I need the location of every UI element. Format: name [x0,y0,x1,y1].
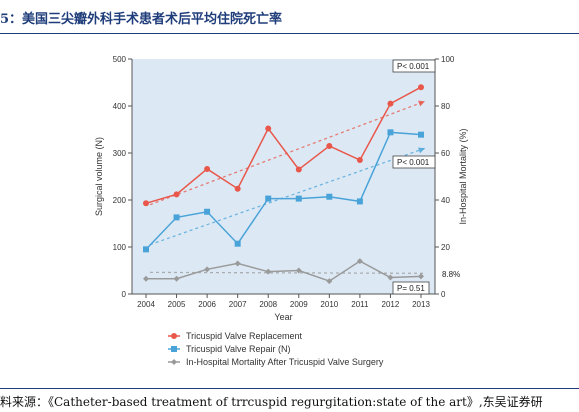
annotation-label: P= 0.51 [397,284,425,293]
y-tick-label-right: 0 [441,290,446,299]
x-tick-label: 2011 [351,300,369,309]
plot-background [132,59,435,294]
annotation-box [392,155,436,169]
data-point [173,275,180,282]
data-point [356,198,363,205]
annotation-box [392,59,436,73]
data-point [265,125,272,132]
series-line-2 [145,131,422,250]
trendline [149,147,426,246]
data-point [143,200,149,207]
trendline-arrowhead [418,147,425,154]
legend-marker [171,359,177,365]
x-axis-title: Year [274,312,292,322]
data-point [143,246,149,253]
annotation-box [392,281,430,295]
data-point [265,268,272,275]
data-point [265,195,272,202]
data-point [204,266,211,273]
data-point [387,274,394,281]
data-point [204,165,211,172]
data-point [234,260,241,267]
y-tick-label-left: 0 [122,290,127,299]
legend-label: Tricuspid Valve Replacement [186,331,303,341]
x-tick-label: 2008 [259,300,277,309]
annotation-label: 8.8% [442,270,460,279]
y-tick-label-right: 100 [441,55,455,64]
data-point [295,195,302,202]
y-axis-title-right: In-Hospital Mortality (%) [458,128,468,224]
annotation-label: P< 0.001 [397,62,430,71]
data-point [173,191,180,198]
legend-label: Tricuspid Valve Repair (N) [186,344,291,354]
y-axis-title-left: Surgical volume (N) [94,137,104,216]
legend-marker [171,346,177,352]
y-tick-label-right: 60 [441,149,450,158]
data-point [234,185,241,192]
data-point [204,208,211,215]
data-point [143,275,149,282]
data-point [295,267,302,274]
y-tick-label-right: 80 [441,102,450,111]
trendline [149,271,426,274]
data-point [418,131,424,138]
x-tick-label: 2005 [168,300,186,309]
y-tick-label-right: 40 [441,196,450,205]
y-tick-label-right: 20 [441,243,450,252]
x-tick-label: 2009 [290,300,308,309]
page-title: 5：美国三尖瓣外科手术患者术后平均住院死亡率 [0,12,283,27]
top-rule [0,33,579,34]
x-tick-label: 2013 [412,300,430,309]
annotation-label: P< 0.001 [397,158,430,167]
x-tick-label: 2010 [320,300,338,309]
data-point [326,142,333,149]
trendline [149,100,426,206]
data-point [234,240,241,247]
chart: 0 100 200 300 400 500 0 20 40 60 80 100 2004 2005 2006… [94,55,468,367]
data-point [418,273,424,280]
data-point [387,100,394,107]
data-point [326,193,333,200]
data-point [326,278,333,285]
y-tick-label-left: 200 [113,196,127,205]
data-point [387,129,394,136]
data-point [295,166,302,173]
y-tick-label-left: 300 [113,149,127,158]
x-tick-label: 2007 [229,300,247,309]
series-line-1 [145,86,422,205]
data-point [418,84,424,91]
data-point [356,258,363,265]
data-point [356,157,363,164]
x-tick-label: 2006 [198,300,216,309]
data-point [173,214,180,221]
legend-marker [171,333,177,339]
bottom-rule [0,388,579,389]
legend-label: In-Hospital Mortality After Tricuspid Va… [186,357,384,367]
y-tick-label-left: 100 [113,243,127,252]
trendline-arrowhead [418,100,425,107]
source-note: 料来源：《Catheter-based treatment of trrcusp… [0,395,543,409]
x-tick-label: 2004 [137,300,155,309]
y-tick-label-left: 400 [113,102,127,111]
y-tick-label-left: 500 [113,55,127,64]
x-tick-label: 2012 [382,300,400,309]
series-line-3 [146,260,422,282]
